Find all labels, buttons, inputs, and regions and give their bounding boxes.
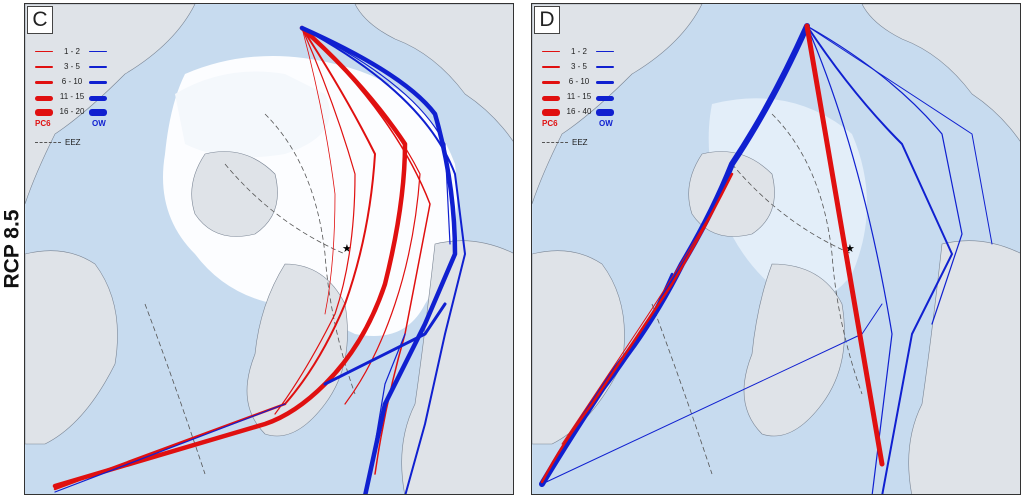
eez-line-swatch — [542, 142, 568, 143]
legend-row: 11 - 15 — [536, 89, 624, 104]
legend-blue-swatch — [89, 81, 107, 84]
routes-pc6-d — [540, 23, 885, 484]
legend-row: 3 - 5 — [29, 59, 117, 74]
legend-red-swatch — [35, 66, 53, 68]
legend-row: 11 - 15 — [29, 89, 117, 104]
panel-letter-d: D — [534, 6, 560, 34]
legend-red-swatch — [542, 51, 560, 52]
legend-range: 3 - 5 — [570, 62, 587, 71]
legend-range: 11 - 15 — [566, 92, 592, 101]
eez-lines-c — [144, 113, 356, 475]
legend-d: 1 - 2 3 - 5 6 - 10 11 - 15 16 - 40 PC6 O… — [536, 44, 624, 149]
eez-lines-d — [651, 113, 863, 475]
legend-key-pc6: PC6 — [35, 119, 51, 128]
legend-blue-swatch — [89, 66, 107, 68]
legend-eez-label: EEZ — [572, 138, 588, 147]
legend-keys: PC6 OW — [536, 119, 624, 131]
legend-blue-swatch — [89, 96, 107, 101]
legend-red-swatch — [35, 109, 53, 116]
legend-range: 16 - 40 — [566, 107, 592, 116]
legend-blue-swatch — [596, 109, 614, 116]
legend-red-swatch — [542, 96, 560, 101]
legend-blue-swatch — [596, 81, 614, 84]
legend-red-swatch — [542, 109, 560, 116]
map-panel-c: ★ C 1 - 2 3 - 5 — [24, 3, 514, 495]
routes-pc6-c — [52, 25, 431, 491]
legend-row: 1 - 2 — [29, 44, 117, 59]
map-panel-d: ★ D 1 - 2 3 - 5 — [531, 3, 1021, 495]
legend-red-swatch — [35, 81, 53, 84]
eez-line-swatch — [35, 142, 61, 143]
panel-letter-c: C — [27, 6, 53, 34]
legend-row: 3 - 5 — [536, 59, 624, 74]
legend-key-ow: OW — [599, 119, 613, 128]
land-c — [25, 4, 513, 494]
legend-blue-swatch — [596, 66, 614, 68]
legend-key-ow: OW — [92, 119, 106, 128]
legend-range: 1 - 2 — [570, 47, 587, 56]
legend-range: 3 - 5 — [63, 62, 80, 71]
legend-row: 6 - 10 — [536, 74, 624, 89]
legend-row: 16 - 40 — [536, 104, 624, 119]
legend-blue-swatch — [89, 109, 107, 116]
legend-blue-swatch — [89, 51, 107, 52]
legend-eez: EEZ — [536, 135, 624, 149]
legend-key-pc6: PC6 — [542, 119, 558, 128]
legend-range: 16 - 20 — [59, 107, 85, 116]
legend-row: 16 - 20 — [29, 104, 117, 119]
legend-blue-swatch — [596, 96, 614, 101]
north-pole-star-icon: ★ — [845, 242, 855, 255]
legend-range: 6 - 10 — [61, 77, 83, 86]
legend-row: 1 - 2 — [536, 44, 624, 59]
legend-range: 11 - 15 — [59, 92, 85, 101]
sea-ice-c — [163, 56, 457, 336]
legend-red-swatch — [542, 81, 560, 84]
legend-red-swatch — [35, 51, 53, 52]
map-d-canvas: ★ — [532, 4, 1020, 494]
legend-eez-label: EEZ — [65, 138, 81, 147]
north-pole-star-icon: ★ — [342, 242, 352, 255]
legend-eez: EEZ — [29, 135, 117, 149]
legend-red-swatch — [542, 66, 560, 68]
legend-range: 6 - 10 — [568, 77, 590, 86]
row-label: RCP 8.5 — [0, 0, 24, 498]
row-label-text: RCP 8.5 — [0, 209, 23, 289]
legend-keys: PC6 OW — [29, 119, 117, 131]
legend-blue-swatch — [596, 51, 614, 52]
map-c-canvas: ★ — [25, 4, 513, 494]
legend-red-swatch — [35, 96, 53, 101]
routes-ow-c — [54, 25, 466, 494]
legend-c: 1 - 2 3 - 5 6 - 10 11 - 15 16 - 20 PC6 O… — [29, 44, 117, 149]
legend-row: 6 - 10 — [29, 74, 117, 89]
land-d — [532, 4, 1020, 494]
legend-range: 1 - 2 — [63, 47, 80, 56]
